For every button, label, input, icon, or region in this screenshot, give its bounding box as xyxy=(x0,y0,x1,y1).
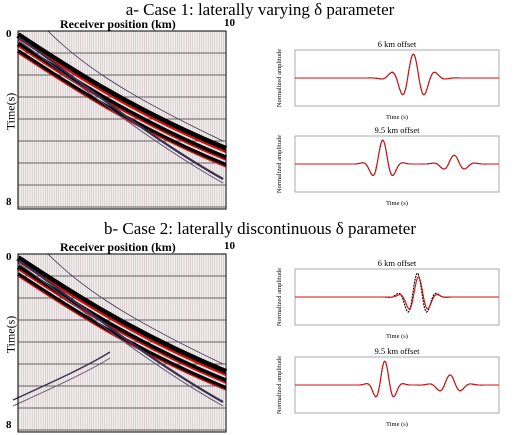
plot-title: 6 km offset xyxy=(378,39,417,49)
background-traces xyxy=(18,254,227,432)
event-curve xyxy=(17,39,224,184)
event-curve xyxy=(16,255,228,375)
modeled-trace xyxy=(295,360,499,398)
modeled-trace xyxy=(295,139,499,176)
case1-title: a- Case 1: laterally varying δ parameter xyxy=(125,0,395,19)
plot-ylabel: Normalized amplitude xyxy=(276,356,283,414)
event-curve xyxy=(16,32,228,152)
plot-xlabel: Time (s) xyxy=(386,114,408,121)
case1-seismic-panel xyxy=(16,30,228,210)
case2-time-label: Time(s) xyxy=(3,315,18,354)
case2-xtick-10: 10 xyxy=(224,240,235,252)
event-curve xyxy=(47,30,224,142)
event-curve xyxy=(47,253,224,365)
case1-ytick-0: 0 xyxy=(6,28,12,40)
case2-ytick-8: 8 xyxy=(6,419,12,431)
plot-ylabel: Normalized amplitude xyxy=(276,135,283,193)
event-curve xyxy=(16,264,227,384)
plot-xlabel: Time (s) xyxy=(386,200,408,207)
event-curve xyxy=(17,52,227,168)
case2-seismic-panel xyxy=(12,253,228,433)
case2-title: b- Case 2: laterally discontinuous δ par… xyxy=(103,219,417,238)
event-bands xyxy=(16,30,228,184)
event-curve xyxy=(16,49,227,167)
event-curve xyxy=(16,41,227,161)
plot-title: 6 km offset xyxy=(378,258,417,268)
plot-xlabel: Time (s) xyxy=(386,333,408,340)
case2-trace-plot-9-5km: 9.5 km offset Normalized amplitude Time (s… xyxy=(276,346,500,428)
diffraction-curve xyxy=(12,351,111,401)
case2-receiver-label: Receiver position (km) xyxy=(60,240,176,254)
case1-trace-plot-9-5km: 9.5 km offset Normalized amplitude Time (s… xyxy=(276,125,500,207)
plot-title: 9.5 km offset xyxy=(375,125,421,135)
plot-ylabel: Normalized amplitude xyxy=(276,49,283,107)
case1-xtick-10: 10 xyxy=(224,17,235,29)
modeled-trace xyxy=(295,53,499,96)
modeled-trace xyxy=(295,275,499,310)
event-curve xyxy=(17,36,224,180)
case1-ytick-8: 8 xyxy=(6,196,12,208)
case2-trace-plot-6km: 6 km offset Normalized amplitude Time (s) xyxy=(276,258,500,340)
case2-ytick-0: 0 xyxy=(6,251,12,263)
event-curve xyxy=(16,272,227,390)
case1-receiver-label: Receiver position (km) xyxy=(60,17,176,31)
event-curve xyxy=(17,262,224,407)
diffraction-curve xyxy=(12,357,111,407)
event-curve xyxy=(17,259,224,403)
case1-time-label: Time(s) xyxy=(3,92,18,131)
panel-border xyxy=(17,253,227,433)
event-bands xyxy=(12,253,228,407)
case1-trace-plot-6km: 6 km offset Normalized amplitude Time (s) xyxy=(276,39,500,121)
gridlines xyxy=(18,52,226,208)
plot-xlabel: Time (s) xyxy=(386,421,408,428)
event-curve xyxy=(17,275,227,391)
plot-ylabel: Normalized amplitude xyxy=(276,268,283,326)
panel-border xyxy=(17,30,227,210)
plot-title: 9.5 km offset xyxy=(375,346,421,356)
